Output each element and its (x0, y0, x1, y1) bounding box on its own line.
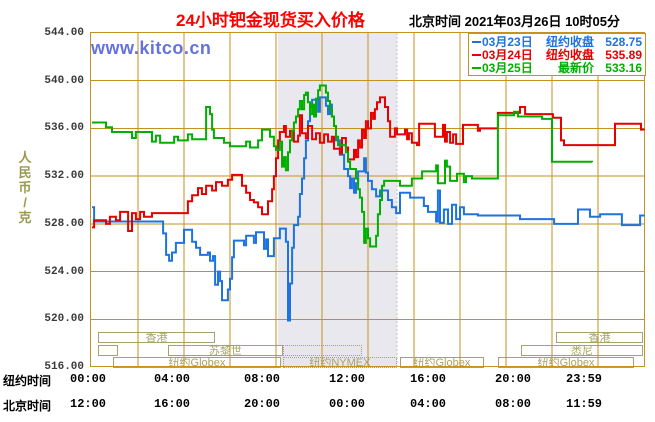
x-tick-label: 04:00 (153, 372, 191, 386)
legend-date: 03月24日 (482, 48, 533, 62)
session-bar (97, 345, 118, 356)
x-tick-label: 16:00 (409, 372, 447, 386)
legend-line-marker (472, 66, 481, 69)
plot-border (90, 32, 645, 367)
session-bar: 纽约Globex (497, 357, 635, 369)
legend-row: 03月24日 纽约收盘 535.89 (472, 47, 642, 62)
page-title: 24小时钯金现货买入价格 (176, 11, 365, 30)
x-tick-label: 00:00 (328, 397, 366, 411)
session-bar: 纽约NYMEX (282, 357, 397, 369)
legend-label: 纽约收盘 (545, 48, 594, 62)
session-bar: 苏黎世 (167, 345, 283, 357)
x-tick-label: 11:59 (565, 397, 603, 411)
x-tick-label: 23:59 (565, 372, 603, 386)
nymex-session-band (278, 33, 397, 366)
price-series-line (92, 84, 593, 248)
price-series-line (92, 96, 645, 232)
legend-value: 528.75 (605, 34, 642, 49)
beijing-datetime: 北京时间 2021年03月26日 10时05分 (409, 14, 620, 29)
x-tick-label: 12:00 (69, 397, 107, 411)
x-tick-label: 20:00 (494, 372, 532, 386)
legend-line-marker (472, 40, 481, 43)
session-bar: 香港 (555, 332, 644, 344)
x-tick-label: 04:00 (409, 397, 447, 411)
y-tick-label: 532.00 (44, 170, 84, 183)
x-axis-row-label: 北京时间 (3, 399, 52, 413)
y-tick-label: 524.00 (44, 265, 84, 278)
legend-row: 03月25日 最新价 533.16 (472, 60, 642, 75)
y-tick-label: 544.00 (44, 27, 84, 39)
legend-row: 03月23日 纽约收盘 528.75 (472, 34, 642, 49)
session-bar: 纽约Globex (112, 357, 282, 369)
legend-label: 纽约收盘 (545, 35, 594, 49)
session-bar: 香港 (97, 332, 216, 344)
price-series-line (92, 96, 645, 322)
legend-label: 最新价 (557, 61, 594, 75)
x-axis-row-label: 纽约时间 (3, 374, 52, 388)
x-tick-label: 00:00 (69, 372, 107, 386)
y-axis-unit: 人 民 币 / 克 (18, 150, 32, 225)
x-tick-label: 08:00 (494, 397, 532, 411)
y-tick-label: 516.00 (44, 361, 84, 373)
session-bar: 悉尼 (520, 345, 644, 357)
legend-value: 535.89 (605, 47, 642, 62)
x-tick-label: 08:00 (243, 372, 281, 386)
y-tick-label: 540.00 (44, 74, 84, 87)
x-tick-label: 16:00 (153, 397, 191, 411)
legend-date: 03月25日 (482, 61, 533, 75)
y-tick-label: 520.00 (44, 313, 84, 326)
y-tick-label: 536.00 (44, 122, 84, 135)
session-bar: 纽约Globex (399, 357, 484, 369)
x-tick-label: 20:00 (243, 397, 281, 411)
y-tick-label: 528.00 (44, 217, 84, 230)
legend-date: 03月23日 (482, 35, 533, 49)
legend: 03月23日 纽约收盘 528.75 03月24日 纽约收盘 535.89 03月25日 最新… (468, 33, 646, 76)
x-tick-label: 12:00 (328, 372, 366, 386)
legend-line-marker (472, 53, 481, 56)
legend-value: 533.16 (605, 60, 642, 75)
kitco-watermark: www.kitco.cn (91, 38, 212, 58)
